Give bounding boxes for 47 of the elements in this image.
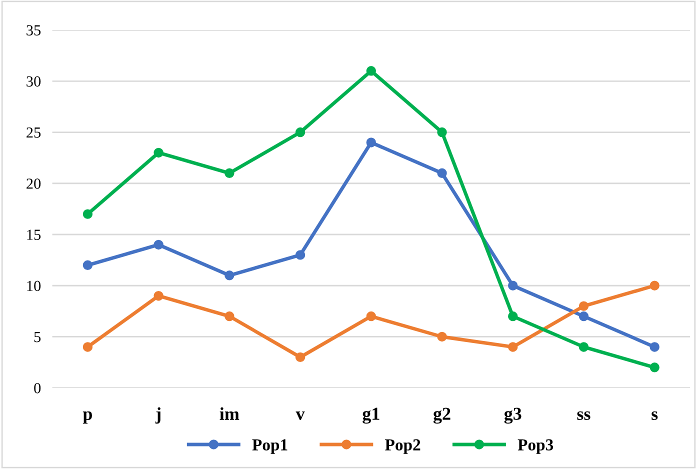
point	[650, 280, 660, 290]
x-tick-label: g1	[362, 408, 380, 424]
y-tick-label: 5	[34, 332, 41, 342]
point	[295, 127, 306, 138]
point	[366, 66, 376, 76]
point	[437, 127, 447, 138]
legend-label: Pop1	[252, 439, 288, 454]
y-tick-label: 10	[27, 280, 41, 292]
point	[578, 311, 589, 322]
point	[154, 290, 164, 301]
point	[82, 260, 93, 270]
point	[508, 342, 518, 352]
point	[578, 342, 589, 352]
x-tick-label: j	[155, 407, 160, 424]
point	[366, 311, 376, 322]
legend-label: Pop3	[518, 439, 554, 454]
point	[437, 168, 447, 178]
x-tick-label: g3	[504, 408, 522, 424]
point	[366, 138, 376, 148]
point	[224, 270, 234, 280]
point	[224, 168, 234, 178]
y-tick-label: 35	[26, 25, 41, 36]
point	[508, 280, 518, 290]
x-tick-label: im	[220, 407, 240, 420]
point	[650, 362, 660, 372]
x-tick-label: s	[652, 411, 658, 420]
x-tick-label: p	[82, 411, 92, 424]
x-tick-label: g2	[433, 408, 450, 424]
point	[224, 311, 234, 322]
x-tick-label: ss	[577, 411, 590, 420]
x-tick-label: v	[296, 412, 305, 420]
y-tick-label: 0	[34, 383, 41, 394]
point	[295, 352, 306, 362]
point	[82, 209, 93, 219]
point	[154, 240, 164, 250]
point	[154, 148, 164, 158]
point	[508, 311, 518, 322]
y-tick-label: 15	[27, 230, 41, 240]
point	[437, 332, 447, 342]
point	[82, 342, 93, 352]
y-tick-label: 20	[26, 178, 41, 189]
point	[578, 301, 589, 311]
point	[295, 250, 306, 260]
point	[650, 342, 660, 352]
legend-label: Pop2	[385, 439, 420, 454]
y-tick-label: 25	[26, 127, 41, 138]
y-tick-label: 30	[26, 76, 41, 87]
